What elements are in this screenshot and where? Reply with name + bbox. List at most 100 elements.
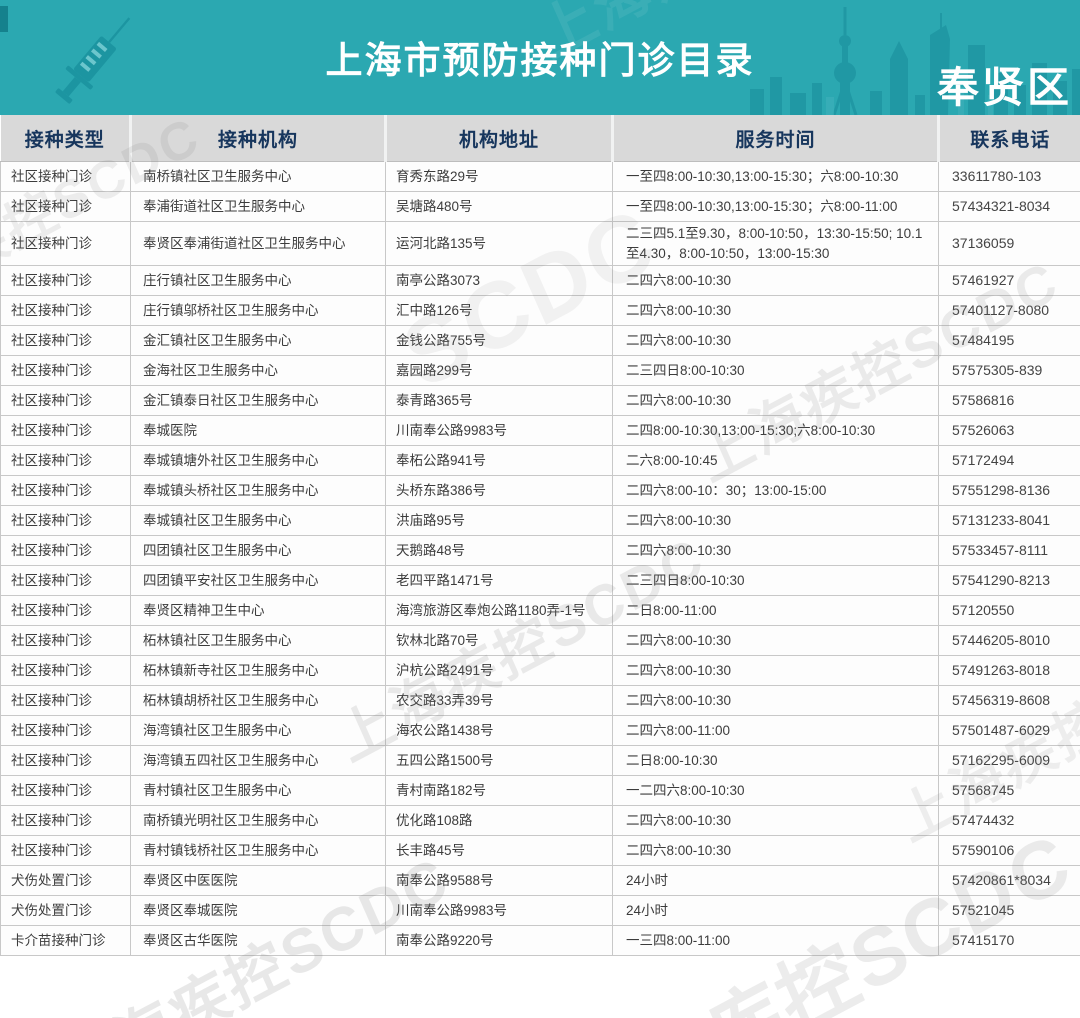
cell-type: 社区接种门诊 [0,475,131,506]
cell-org: 奉城镇头桥社区卫生服务中心 [130,475,386,506]
cell-time: 二四六8:00-10：30；13:00-15:00 [612,475,939,506]
table-row: 社区接种门诊 金汇镇社区卫生服务中心 金钱公路755号 二四六8:00-10:30 57… [0,325,1080,356]
banner: 上海市预防接种门诊目录 奉贤区 上海疾控SCDC [0,0,1080,115]
cell-type: 社区接种门诊 [0,565,131,596]
cell-type: 犬伤处置门诊 [0,865,131,896]
cell-phone: 57590106 [938,835,1080,866]
cell-org: 青村镇钱桥社区卫生服务中心 [130,835,386,866]
table-row: 社区接种门诊 奉贤区精神卫生中心 海湾旅游区奉炮公路1180弄-1号 二日8:00-1… [0,595,1080,626]
cell-phone: 57120550 [938,595,1080,626]
cell-org: 海湾镇社区卫生服务中心 [130,715,386,746]
cell-org: 奉贤区奉城医院 [130,895,386,926]
cell-phone: 57162295-6009 [938,745,1080,776]
cell-time: 二四六8:00-10:30 [612,505,939,536]
cell-addr: 海农公路1438号 [385,715,613,746]
cell-phone: 57415170 [938,925,1080,956]
cell-addr: 育秀东路29号 [385,161,613,192]
cell-type: 社区接种门诊 [0,655,131,686]
table-row: 社区接种门诊 奉浦街道社区卫生服务中心 吴塘路480号 一至四8:00-10:30,1… [0,191,1080,222]
cell-phone: 57521045 [938,895,1080,926]
cell-phone: 57131233-8041 [938,505,1080,536]
cell-org: 庄行镇社区卫生服务中心 [130,265,386,296]
cell-org: 柘林镇胡桥社区卫生服务中心 [130,685,386,716]
cell-time: 一二四六8:00-10:30 [612,775,939,806]
cell-org: 金汇镇泰日社区卫生服务中心 [130,385,386,416]
cell-type: 社区接种门诊 [0,445,131,476]
syringe-icon [55,17,131,104]
cell-type: 社区接种门诊 [0,595,131,626]
cell-org: 奉贤区中医医院 [130,865,386,896]
cell-time: 二三四日8:00-10:30 [612,565,939,596]
cell-phone: 57474432 [938,805,1080,836]
cell-org: 柘林镇社区卫生服务中心 [130,625,386,656]
cell-phone: 37136059 [938,221,1080,266]
cell-time: 二四六8:00-10:30 [612,655,939,686]
table-row: 社区接种门诊 奉城镇社区卫生服务中心 洪庙路95号 二四六8:00-10:30 5713… [0,505,1080,536]
cell-addr: 洪庙路95号 [385,505,613,536]
cell-phone: 57491263-8018 [938,655,1080,686]
table-row: 社区接种门诊 奉城镇头桥社区卫生服务中心 头桥东路386号 二四六8:00-10：30… [0,475,1080,506]
column-header-type: 接种类型 [0,115,132,162]
table-row: 社区接种门诊 柘林镇新寺社区卫生服务中心 沪杭公路2491号 二四六8:00-10:3… [0,655,1080,686]
cell-type: 社区接种门诊 [0,535,131,566]
cell-type: 社区接种门诊 [0,385,131,416]
cell-org: 南桥镇光明社区卫生服务中心 [130,805,386,836]
cell-addr: 吴塘路480号 [385,191,613,222]
cell-addr: 汇中路126号 [385,295,613,326]
table-row: 社区接种门诊 庄行镇社区卫生服务中心 南亭公路3073 二四六8:00-10:30 57… [0,265,1080,296]
cell-phone: 57446205-8010 [938,625,1080,656]
cell-addr: 五四公路1500号 [385,745,613,776]
cell-org: 四团镇平安社区卫生服务中心 [130,565,386,596]
table-row: 犬伤处置门诊 奉贤区奉城医院 川南奉公路9983号 24小时 57521045 [0,895,1080,926]
cell-time: 24小时 [612,865,939,896]
table-row: 社区接种门诊 四团镇社区卫生服务中心 天鹅路48号 二四六8:00-10:30 5753… [0,535,1080,566]
cell-phone: 57420861*8034 [938,865,1080,896]
cell-time: 二四六8:00-10:30 [612,805,939,836]
cell-time: 二四六8:00-10:30 [612,295,939,326]
cell-org: 金海社区卫生服务中心 [130,355,386,386]
district-label: 奉贤区 [936,64,1072,111]
cell-type: 社区接种门诊 [0,805,131,836]
cell-phone: 57533457-8111 [938,535,1080,566]
cell-time: 24小时 [612,895,939,926]
cell-time: 二三四日8:00-10:30 [612,355,939,386]
cell-org: 奉浦街道社区卫生服务中心 [130,191,386,222]
cell-org: 奉贤区精神卫生中心 [130,595,386,626]
table-row: 社区接种门诊 庄行镇邬桥社区卫生服务中心 汇中路126号 二四六8:00-10:30 5… [0,295,1080,326]
cell-type: 犬伤处置门诊 [0,895,131,926]
cell-time: 二四六8:00-11:00 [612,715,939,746]
cell-time: 二三四5.1至9.30，8:00-10:50，13:30-15:50; 10.1… [612,221,939,266]
cell-addr: 老四平路1471号 [385,565,613,596]
cell-type: 社区接种门诊 [0,685,131,716]
cell-addr: 奉柘公路941号 [385,445,613,476]
table-header-row: 接种类型 接种机构 机构地址 服务时间 联系电话 [0,115,1080,162]
cell-addr: 南奉公路9588号 [385,865,613,896]
table-row: 社区接种门诊 青村镇钱桥社区卫生服务中心 长丰路45号 二四六8:00-10:30 57… [0,835,1080,866]
cell-type: 社区接种门诊 [0,505,131,536]
table-row: 社区接种门诊 柘林镇胡桥社区卫生服务中心 农交路33弄39号 二四六8:00-10:3… [0,685,1080,716]
cell-type: 社区接种门诊 [0,161,131,192]
cell-phone: 57526063 [938,415,1080,446]
cell-org: 奉贤区古华医院 [130,925,386,956]
cell-type: 社区接种门诊 [0,745,131,776]
cell-org: 柘林镇新寺社区卫生服务中心 [130,655,386,686]
cell-addr: 海湾旅游区奉炮公路1180弄-1号 [385,595,613,626]
cell-addr: 川南奉公路9983号 [385,895,613,926]
cell-addr: 沪杭公路2491号 [385,655,613,686]
shanghai-skyline-icon [750,7,1080,115]
table-row: 社区接种门诊 柘林镇社区卫生服务中心 钦林北路70号 二四六8:00-10:30 574… [0,625,1080,656]
cell-phone: 57568745 [938,775,1080,806]
cell-time: 二四六8:00-10:30 [612,265,939,296]
cell-addr: 长丰路45号 [385,835,613,866]
cell-time: 二四六8:00-10:30 [612,685,939,716]
cell-org: 四团镇社区卫生服务中心 [130,535,386,566]
cell-type: 社区接种门诊 [0,325,131,356]
column-header-org: 接种机构 [130,115,387,162]
cell-time: 二四六8:00-10:30 [612,835,939,866]
cell-phone: 57541290-8213 [938,565,1080,596]
cell-type: 社区接种门诊 [0,625,131,656]
cell-addr: 南亭公路3073 [385,265,613,296]
cell-time: 二日8:00-11:00 [612,595,939,626]
cell-org: 奉城镇社区卫生服务中心 [130,505,386,536]
table-body: 社区接种门诊 南桥镇社区卫生服务中心 育秀东路29号 一至四8:00-10:30,13… [0,161,1080,956]
